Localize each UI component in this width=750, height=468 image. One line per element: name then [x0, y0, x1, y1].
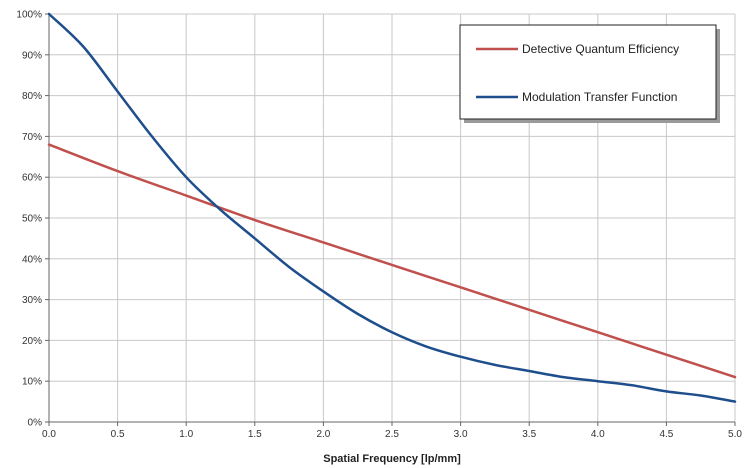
- x-tick-label: 3.0: [454, 429, 468, 440]
- legend: Detective Quantum Efficiency Modulation …: [459, 24, 720, 123]
- y-tick-label: 60%: [22, 173, 42, 184]
- series-line-dqe: [47, 143, 737, 379]
- legend-box: [459, 24, 717, 120]
- y-tick-label: 20%: [22, 336, 42, 347]
- y-tick-label: 90%: [22, 50, 42, 61]
- x-tick-label: 3.5: [522, 429, 536, 440]
- y-tick-label: 10%: [22, 377, 42, 388]
- x-tick-label: 2.5: [385, 429, 399, 440]
- x-axis-label: Spatial Frequency [lp/mm]: [323, 453, 461, 465]
- legend-label-mtf: Modulation Transfer Function: [522, 90, 677, 104]
- x-tick-label: 4.0: [591, 429, 605, 440]
- y-tick-label: 50%: [22, 214, 42, 225]
- x-tick-label: 1.5: [248, 429, 262, 440]
- legend-label-dqe: Detective Quantum Efficiency: [522, 42, 679, 56]
- y-tick-label: 100%: [16, 10, 42, 21]
- series-lines: [47, 12, 737, 403]
- x-tick-label: 2.0: [316, 429, 330, 440]
- x-tick-label: 0.0: [42, 429, 56, 440]
- y-tick-label: 40%: [22, 254, 42, 265]
- axes: [45, 13, 736, 426]
- y-tick-label: 0%: [28, 418, 43, 429]
- y-tick-label: 30%: [22, 295, 42, 306]
- x-tick-label: 4.5: [659, 429, 673, 440]
- series-line-mtf: [47, 12, 737, 403]
- tick-labels: 0.0 0.5 1.0 1.5 2.0 2.5 3.0 3.5 4.0 4.5 5.0 0% 10% 20…: [16, 10, 742, 441]
- y-tick-label: 70%: [22, 132, 42, 143]
- x-tick-label: 0.5: [111, 429, 125, 440]
- x-tick-label: 1.0: [179, 429, 193, 440]
- y-tick-label: 80%: [22, 91, 42, 102]
- x-tick-label: 5.0: [728, 429, 742, 440]
